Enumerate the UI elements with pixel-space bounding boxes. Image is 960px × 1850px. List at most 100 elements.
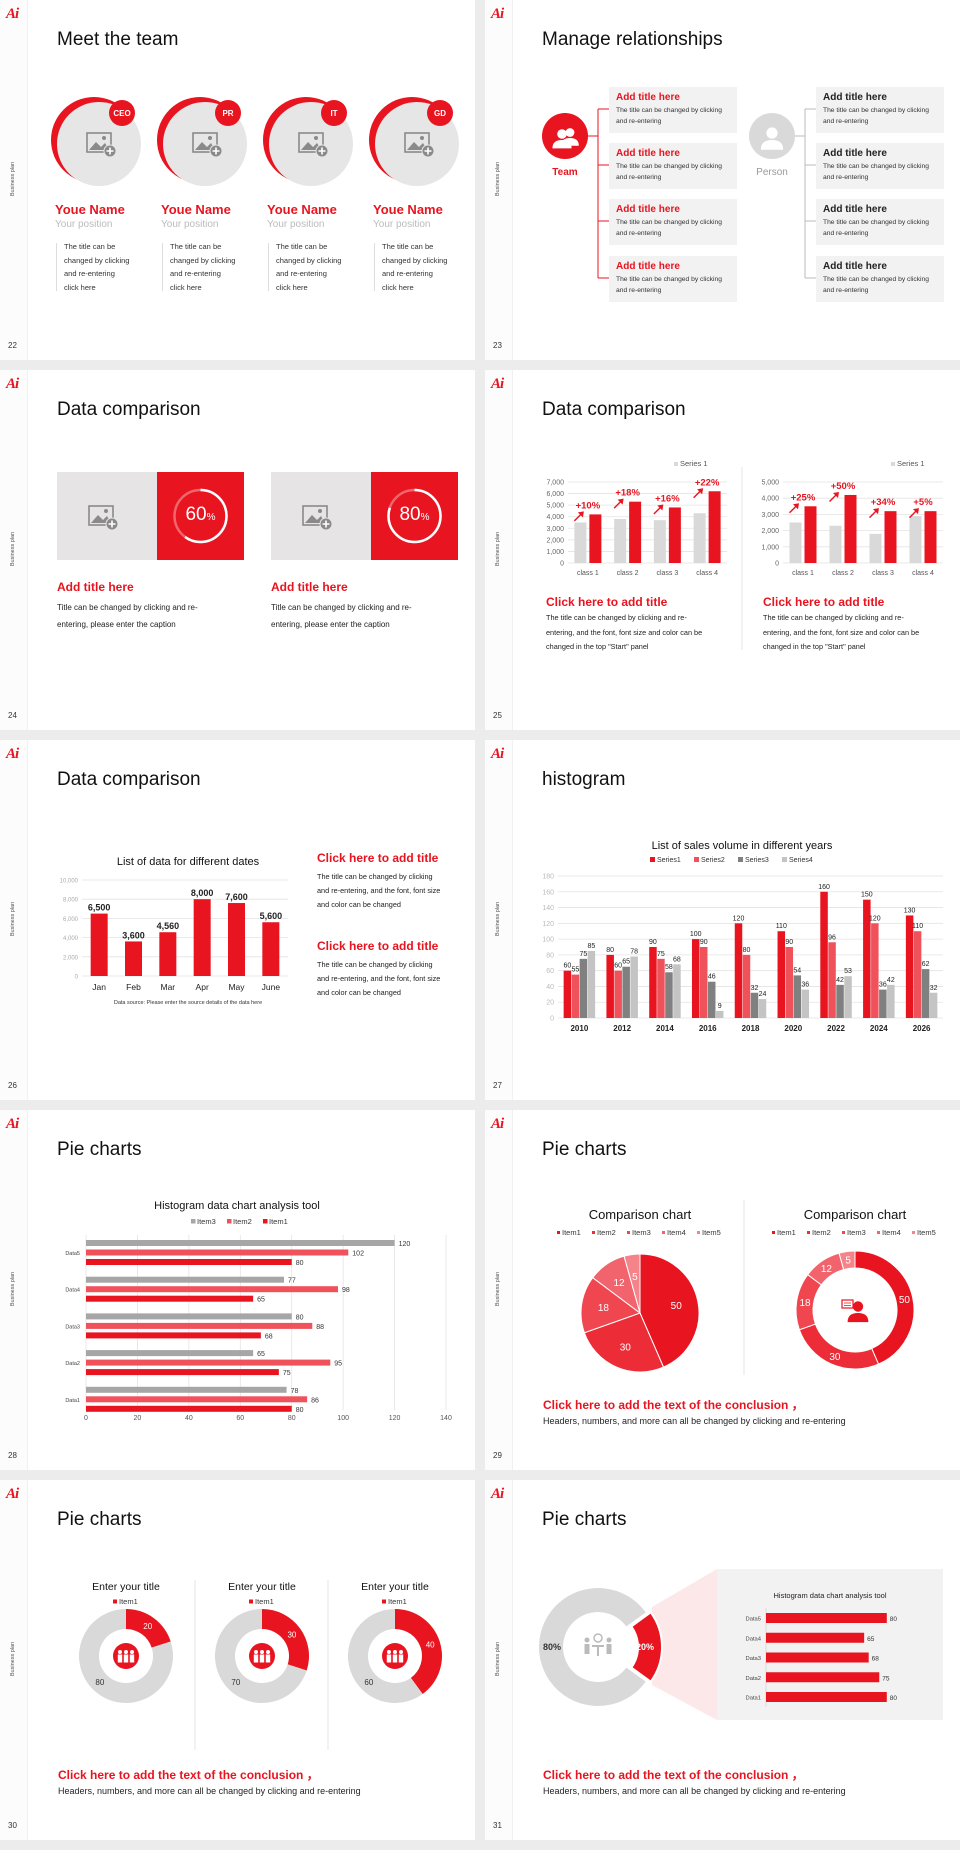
slide-margin [485, 0, 513, 360]
member-position: Your position [373, 219, 431, 230]
role-badge-label: PR [222, 109, 233, 118]
growth-label: +25% [791, 492, 816, 503]
person-node [749, 108, 816, 279]
description-line: and re-entering, and the font, font size [317, 974, 441, 983]
brand-logo: Ai [6, 376, 19, 392]
person-item-box[interactable]: Add title here The title can be changed b… [816, 87, 944, 133]
body [760, 140, 784, 150]
legend-swatch [227, 1219, 232, 1224]
data-label: 65 [257, 1351, 265, 1358]
slide-30[interactable]: Ai Business plan 30 Pie charts 20 80 Enter you… [0, 1480, 475, 1840]
segment-label: 20% [636, 1642, 654, 1652]
bar [86, 1249, 349, 1256]
member-name: Youe Name [55, 202, 125, 217]
description-line: entering, and the font, font size and co… [546, 627, 703, 637]
description-line: and re-entering [276, 269, 327, 279]
slide-margin [0, 1110, 28, 1470]
legend-swatch [891, 462, 895, 466]
mountain [407, 142, 427, 150]
slide-27[interactable]: Ai Business plan 27 histogram 0 20 40 60 80 100 12… [485, 740, 960, 1100]
plus [322, 520, 330, 528]
x-tick-label: class 3 [656, 570, 678, 577]
slide-22[interactable]: Ai Business plan 22 Meet the team CEO PR IT GD Y… [0, 0, 475, 360]
description-line: entering, please enter the caption [271, 620, 390, 629]
legend-swatch [807, 1231, 810, 1234]
x-tick-label: Mar [161, 982, 176, 992]
bar [909, 516, 922, 563]
mountain [195, 142, 215, 150]
legend-label: Series 1 [680, 459, 708, 468]
bar [193, 899, 211, 976]
legend-label: Item3 [197, 1217, 216, 1226]
x-tick-label: 120 [389, 1415, 401, 1422]
slide-canvas: CEO PR IT GD [51, 97, 459, 186]
image-placeholder-icon [86, 132, 117, 158]
bar [836, 984, 844, 1018]
member-name: Youe Name [161, 202, 231, 217]
chart-title: Enter your title [92, 1581, 160, 1593]
bar [86, 1240, 395, 1246]
slide-29[interactable]: Ai Business plan 29 Pie charts 50 30 18 12 5 Comp… [485, 1110, 960, 1470]
person-item-box[interactable]: Add title here The title can be changed b… [816, 199, 944, 245]
bar [673, 964, 681, 1018]
team-item-box[interactable]: Add title here The title can be changed b… [609, 143, 737, 189]
data-label: 80 [890, 1616, 898, 1623]
team-item-box[interactable]: Add title here The title can be changed b… [609, 256, 737, 302]
role-badge [321, 100, 347, 126]
data-label: 75 [882, 1675, 890, 1682]
description-line: changed by clicking [382, 255, 448, 265]
bar [86, 1350, 254, 1357]
page-number: 29 [493, 1451, 502, 1460]
data-label: 68 [872, 1656, 880, 1663]
slide-25[interactable]: Ai Business plan 25 Data comparison 0 1,000 2,… [485, 370, 960, 730]
pie-slice [854, 1250, 915, 1365]
bar [622, 966, 630, 1018]
person-item-box[interactable]: Add title here The title can be changed b… [816, 143, 944, 189]
y-tick-label: Data3 [65, 1324, 80, 1330]
person-item-box[interactable]: Add title here The title can be changed b… [816, 256, 944, 302]
slide-24[interactable]: Ai Business plan 24 Data comparison 60% Add t… [0, 370, 475, 730]
data-label: 65 [867, 1636, 875, 1643]
role-badge-label: IT [330, 109, 337, 118]
slide-31[interactable]: Ai Business plan 31 Pie charts 20% 80% Histogr… [485, 1480, 960, 1840]
slide-23[interactable]: Ai Business plan 23 Manage relationships Tea… [485, 0, 960, 360]
data-label: 65 [257, 1297, 265, 1304]
pie-slice [838, 1250, 856, 1271]
bar [125, 941, 142, 976]
growth-arrow-icon [573, 511, 584, 522]
y-tick-label: 20 [546, 1000, 554, 1007]
slide-canvas: 0 1,000 2,000 3,000 4,000 5,000 6,000 7,000 clas… [546, 459, 943, 650]
item-title: Add title here [616, 148, 680, 159]
description-line: changed by clicking [64, 255, 130, 265]
item-description: The title can be changed by clicking [823, 276, 929, 283]
legend-swatch [650, 857, 655, 862]
bar [86, 1386, 287, 1393]
member-description: The title can be changed by clicking and r… [170, 240, 235, 295]
growth-arrow-icon [693, 488, 704, 499]
bar [758, 999, 767, 1018]
data-label: 7,600 [225, 892, 248, 902]
growth-label: +10% [576, 500, 601, 511]
image-placeholder-icon [302, 505, 333, 531]
legend-label: Item5 [917, 1228, 936, 1237]
slide-26[interactable]: Ai Business plan 26 Data comparison 0 2,000 4,… [0, 740, 475, 1100]
divider [268, 243, 269, 291]
bar [606, 954, 614, 1018]
conclusion-note: Headers, numbers, and more can all be ch… [543, 1416, 846, 1426]
data-label: 55 [571, 967, 579, 974]
speech-bubble [841, 1299, 854, 1309]
block-heading: Click here to add title [317, 939, 439, 953]
slide-28[interactable]: Ai Business plan 28 Pie charts 0 20 40 60 80 100 1… [0, 1110, 475, 1470]
side-label: Business plan [495, 531, 501, 567]
team-item-box[interactable]: Add title here The title can be changed b… [609, 199, 737, 245]
brand-logo: Ai [491, 746, 504, 762]
head [606, 1637, 612, 1643]
data-label: 9 [718, 1003, 722, 1010]
team-item-box[interactable]: Add title here The title can be changed b… [609, 87, 737, 133]
brand-logo: Ai [6, 1486, 19, 1502]
growth-arrow-icon [789, 503, 799, 514]
bar [614, 970, 622, 1018]
conclusion-note: Headers, numbers, and more can all be ch… [58, 1786, 361, 1796]
legend-label: Item3 [847, 1228, 866, 1237]
chart-title: List of data for different dates [117, 856, 260, 868]
